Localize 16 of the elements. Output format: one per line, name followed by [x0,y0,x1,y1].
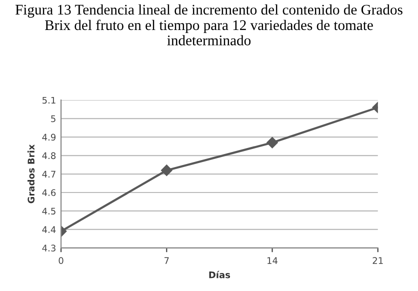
y-tick-label: 4.3 [42,244,56,252]
y-tick-label: 4.4 [42,226,56,233]
y-tick-label: 4.6 [42,189,56,196]
y-tick-label: 5 [51,115,56,122]
x-axis-title: Días [209,270,230,278]
chart-title: Figura 13 Tendencia lineal de incremento del contenido de Grados Brix del fruto en el tiempo para 12 variedades de tomate indeterminado [15,4,402,46]
x-tick-label: 7 [164,257,169,264]
y-tick-label: 4.9 [42,134,56,141]
y-tick-label: 4.7 [42,170,56,178]
y-axis-title: Grados Brix [28,144,35,204]
y-tick-label: 4.5 [42,208,56,215]
x-tick-label: 21 [372,257,383,264]
y-tick-label: 5.1 [42,96,56,104]
x-tick-label: 14 [268,257,278,264]
y-tick-label: 4.8 [42,152,56,160]
x-tick-label: 0 [58,257,64,264]
